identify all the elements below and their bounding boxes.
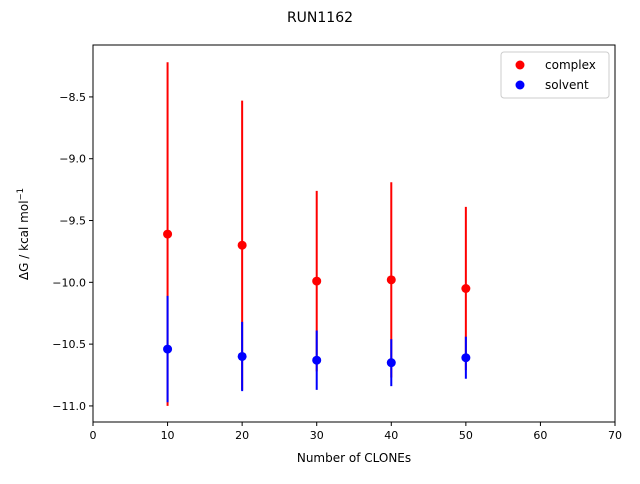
- legend-marker-solvent: [515, 80, 525, 90]
- y-axis-label: ΔG / kcal mol−1: [16, 188, 31, 280]
- solvent-point: [312, 355, 322, 365]
- series-solvent: [163, 295, 471, 403]
- legend-label-solvent: solvent: [545, 78, 589, 92]
- legend-box: [500, 51, 610, 99]
- legend: complex solvent: [500, 51, 610, 99]
- complex-point: [386, 275, 396, 285]
- x-tick-label: 40: [384, 429, 398, 442]
- solvent-point: [461, 353, 471, 363]
- plot-frame: [92, 44, 616, 423]
- y-tick-label: −11.0: [52, 400, 86, 413]
- complex-point: [461, 284, 471, 294]
- complex-point: [237, 240, 247, 250]
- solvent-point: [163, 344, 173, 354]
- y-tick-label: −8.5: [59, 91, 86, 104]
- solvent-point: [237, 351, 247, 361]
- x-axis-label: Number of CLONEs: [297, 451, 411, 465]
- x-tick-label: 30: [310, 429, 324, 442]
- legend-label-complex: complex: [545, 58, 596, 72]
- x-tick-label: 50: [459, 429, 473, 442]
- complex-point: [312, 276, 322, 286]
- x-tick-label: 0: [90, 429, 97, 442]
- y-axis-label-superscript: −1: [16, 188, 26, 201]
- x-tick-label: 20: [235, 429, 249, 442]
- y-tick-label: −9.0: [59, 153, 86, 166]
- complex-point: [163, 229, 173, 239]
- chart-title: RUN1162: [287, 10, 353, 26]
- y-axis-label-main: ΔG / kcal mol: [17, 200, 31, 280]
- x-tick-label: 70: [608, 429, 622, 442]
- plot-layer: 0 10 20 30 40 50 60 70 −8.5 −9.0 −9.5 −10.0 −10.5 −11…: [52, 62, 622, 442]
- x-tick-label: 60: [533, 429, 547, 442]
- y-tick-label: −10.5: [52, 338, 86, 351]
- legend-marker-complex: [515, 60, 525, 70]
- solvent-point: [386, 358, 396, 368]
- y-tick-label: −10.0: [52, 276, 86, 289]
- y-tick-label: −9.5: [59, 215, 86, 228]
- x-tick-label: 10: [161, 429, 175, 442]
